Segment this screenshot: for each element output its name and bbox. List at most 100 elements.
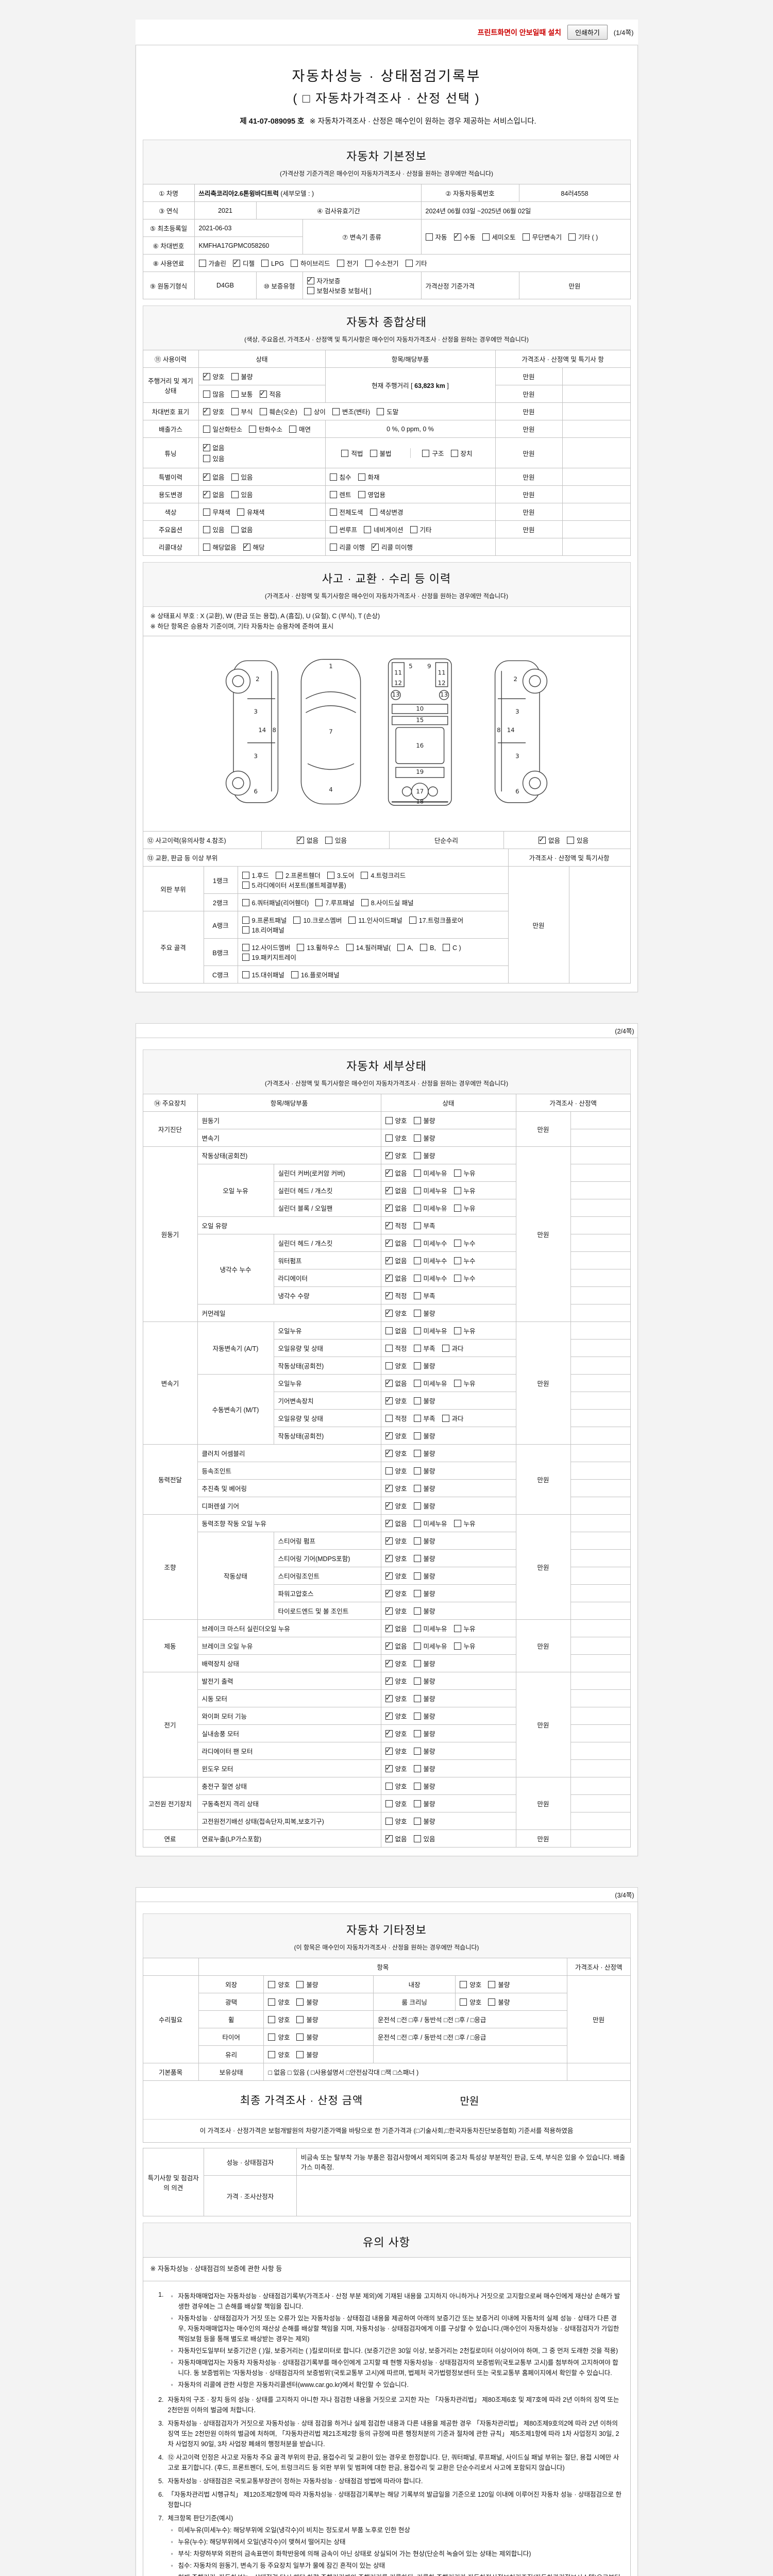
checkbox-option[interactable]: 4.트렁크리드: [361, 870, 406, 880]
checkbox[interactable]: [413, 1572, 421, 1580]
checkbox[interactable]: [297, 944, 305, 951]
checkbox-option[interactable]: 없음: [231, 524, 253, 534]
checkbox[interactable]: [409, 917, 416, 924]
checkbox-option[interactable]: B,: [420, 944, 436, 952]
checkbox-option[interactable]: 적정: [385, 1413, 407, 1423]
checkbox[interactable]: [413, 1502, 421, 1510]
checkbox-option[interactable]: 양호: [203, 371, 225, 381]
checkbox[interactable]: [385, 1693, 393, 1702]
checkbox[interactable]: [453, 1240, 461, 1247]
checkbox[interactable]: [385, 1676, 393, 1685]
checkbox[interactable]: [385, 1150, 393, 1159]
checkbox[interactable]: [460, 1981, 467, 1988]
checkbox[interactable]: [453, 1275, 461, 1282]
checkbox-option[interactable]: 부족: [413, 1343, 435, 1353]
checkbox[interactable]: [329, 526, 337, 533]
checkbox[interactable]: [425, 233, 433, 241]
checkbox-option[interactable]: 하이브리드: [291, 258, 330, 268]
checkbox-option[interactable]: 불량: [296, 2014, 318, 2024]
checkbox-option[interactable]: 양호: [385, 1308, 407, 1318]
checkbox-option[interactable]: 불량: [413, 1799, 435, 1808]
checkbox-option[interactable]: 기타 ( ): [568, 232, 598, 242]
checkbox[interactable]: [385, 1203, 393, 1212]
checkbox[interactable]: [203, 391, 210, 398]
checkbox[interactable]: [231, 391, 239, 398]
checkbox-option[interactable]: 매연: [289, 424, 311, 434]
checkbox-option[interactable]: 네비게이션: [364, 524, 404, 534]
checkbox-option[interactable]: 없음: [385, 1378, 407, 1388]
checkbox-option[interactable]: 무채색: [203, 507, 230, 517]
checkbox[interactable]: [413, 1625, 421, 1632]
checkbox[interactable]: [413, 1257, 421, 1264]
checkbox-option[interactable]: 14.필러패널(: [346, 942, 391, 952]
checkbox[interactable]: [291, 260, 298, 267]
checkbox-option[interactable]: 불량: [413, 1588, 435, 1598]
checkbox[interactable]: [296, 1981, 304, 1988]
checkbox[interactable]: [385, 1553, 393, 1562]
checkbox-option[interactable]: 18.리어패널: [242, 925, 284, 935]
checkbox-option[interactable]: 양호: [268, 2014, 290, 2024]
checkbox-option[interactable]: 불량: [413, 1115, 435, 1125]
checkbox[interactable]: [385, 1168, 393, 1177]
checkbox[interactable]: [203, 426, 210, 433]
checkbox-option[interactable]: 누유: [453, 1378, 476, 1388]
checkbox-option[interactable]: 누수: [453, 1273, 476, 1283]
checkbox[interactable]: [410, 526, 417, 533]
checkbox-option[interactable]: 없음: [385, 1168, 407, 1178]
checkbox-option[interactable]: 누유: [453, 1641, 476, 1651]
checkbox-option[interactable]: 보통: [231, 389, 253, 399]
checkbox-option[interactable]: 부족: [413, 1221, 435, 1230]
checkbox[interactable]: [385, 1256, 393, 1264]
checkbox[interactable]: [567, 837, 574, 844]
checkbox-option[interactable]: 없음: [203, 489, 225, 499]
checkbox-option[interactable]: 침수: [329, 472, 351, 482]
checkbox[interactable]: [420, 944, 428, 951]
checkbox-option[interactable]: 있음: [231, 472, 253, 482]
checkbox[interactable]: [385, 1431, 393, 1439]
checkbox-option[interactable]: 디젤: [233, 258, 255, 268]
checkbox-option[interactable]: 불량: [413, 1816, 435, 1826]
checkbox-option[interactable]: 불량: [413, 1501, 435, 1511]
checkbox-option[interactable]: 불량: [413, 1571, 435, 1581]
checkbox[interactable]: [296, 2051, 304, 2058]
checkbox[interactable]: [268, 2051, 276, 2058]
checkbox-option[interactable]: 무단변속기: [522, 232, 562, 242]
checkbox-option[interactable]: 불량: [413, 1448, 435, 1458]
checkbox[interactable]: [231, 491, 239, 498]
checkbox-option[interactable]: 불량: [296, 2032, 318, 2042]
checkbox-option[interactable]: 썬루프: [329, 524, 357, 534]
checkbox-option[interactable]: 양호: [385, 1501, 407, 1511]
checkbox-option[interactable]: 불량: [413, 1396, 435, 1405]
checkbox[interactable]: [385, 1746, 393, 1755]
checkbox-option[interactable]: 미세누유: [413, 1168, 447, 1178]
checkbox[interactable]: [385, 1571, 393, 1580]
checkbox[interactable]: [203, 443, 210, 451]
checkbox[interactable]: [453, 1642, 461, 1650]
checkbox-option[interactable]: 탄화수소: [249, 424, 282, 434]
checkbox[interactable]: [413, 1537, 421, 1545]
checkbox-option[interactable]: 자가보증: [307, 276, 341, 285]
checkbox-option[interactable]: 누수: [453, 1238, 476, 1248]
checkbox[interactable]: [327, 872, 334, 879]
checkbox[interactable]: [304, 408, 311, 415]
checkbox-option[interactable]: 미세누유: [413, 1185, 447, 1195]
checkbox[interactable]: [413, 1134, 421, 1142]
checkbox[interactable]: [385, 1291, 393, 1299]
checkbox[interactable]: [233, 258, 241, 267]
checkbox-option[interactable]: 많음: [203, 389, 225, 399]
checkbox[interactable]: [307, 276, 314, 284]
checkbox[interactable]: [488, 1981, 496, 1988]
checkbox-option[interactable]: 양호: [385, 1115, 407, 1125]
checkbox-option[interactable]: 불량: [296, 1979, 318, 1989]
checkbox-option[interactable]: 없음: [203, 472, 225, 482]
checkbox[interactable]: [413, 1467, 421, 1475]
checkbox-option[interactable]: 1.후드: [242, 870, 269, 880]
checkbox[interactable]: [385, 1641, 393, 1650]
checkbox[interactable]: [385, 1448, 393, 1457]
checkbox-option[interactable]: 3.도어: [327, 870, 354, 880]
checkbox[interactable]: [377, 408, 384, 415]
checkbox[interactable]: [413, 1432, 421, 1439]
checkbox-option[interactable]: 13.휠하우스: [297, 942, 340, 952]
checkbox[interactable]: [413, 1240, 421, 1247]
checkbox-option[interactable]: 양호: [385, 1588, 407, 1598]
